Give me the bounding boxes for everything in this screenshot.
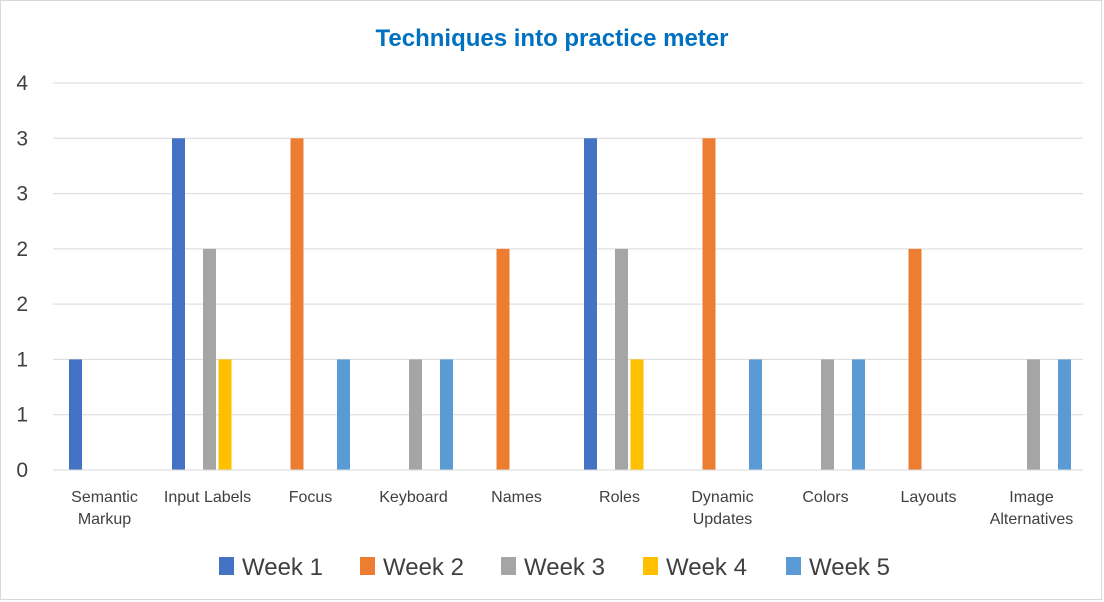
x-tick-label: Names [491, 489, 542, 506]
y-tick-label: 0 [16, 459, 28, 482]
x-tick-label: Dynamic [691, 489, 753, 506]
y-tick-label: 1 [16, 348, 28, 371]
y-tick-label: 2 [16, 238, 28, 261]
bar-week-2 [290, 138, 304, 471]
x-tick-label: Focus [289, 489, 333, 506]
x-tick-label: Semantic [71, 489, 138, 506]
bar-week-3 [203, 248, 216, 470]
y-tick-label: 2 [16, 293, 28, 316]
bar-week-1 [584, 138, 597, 471]
bar-week-5 [337, 359, 350, 470]
y-tick-label: 1 [16, 404, 28, 427]
bar-week-5 [749, 359, 762, 470]
bar-week-5 [1058, 359, 1071, 470]
bar-week-3 [615, 248, 628, 470]
x-tick-label: Alternatives [990, 511, 1074, 528]
bar-week-1 [69, 359, 82, 470]
bar-week-5 [852, 359, 865, 470]
legend: Week 1 Week 2 Week 3 Week 4 Week 5 [219, 554, 890, 581]
bar-layer [69, 138, 1071, 471]
legend-swatch [643, 557, 658, 575]
x-tick-label: Image [1009, 489, 1054, 506]
legend-swatch [786, 557, 801, 575]
legend-swatch [501, 557, 516, 575]
legend-label: Week 4 [666, 554, 747, 581]
x-tick-label: Markup [78, 511, 131, 528]
bar-week-3 [821, 359, 834, 470]
x-tick-label: Roles [599, 489, 640, 506]
y-tick-label: 3 [16, 183, 28, 206]
bar-week-4 [630, 359, 644, 470]
x-tick-label: Input Labels [164, 489, 251, 506]
bar-week-5 [440, 359, 453, 470]
bar-week-2 [702, 138, 716, 471]
bar-week-3 [1027, 359, 1040, 470]
legend-label: Week 3 [524, 554, 605, 581]
legend-label: Week 5 [809, 554, 890, 581]
y-tick-label: 4 [16, 72, 28, 95]
legend-swatch [360, 557, 375, 575]
bar-week-4 [218, 359, 232, 470]
legend-label: Week 1 [242, 554, 323, 581]
chart-title: Techniques into practice meter [376, 25, 729, 52]
bar-week-3 [409, 359, 422, 470]
legend-label: Week 2 [383, 554, 464, 581]
legend-swatch [219, 557, 234, 575]
x-tick-label: Colors [802, 489, 848, 506]
bar-week-1 [172, 138, 185, 471]
x-tick-label: Updates [693, 511, 753, 528]
y-tick-label: 3 [16, 127, 28, 150]
bar-week-2 [908, 248, 922, 470]
x-axis: Semantic Markup Input Labels Focus Keyboard N… [53, 469, 1083, 528]
bar-week-2 [496, 248, 510, 470]
x-tick-label: Layouts [900, 489, 956, 506]
x-tick-label: Keyboard [379, 489, 448, 506]
